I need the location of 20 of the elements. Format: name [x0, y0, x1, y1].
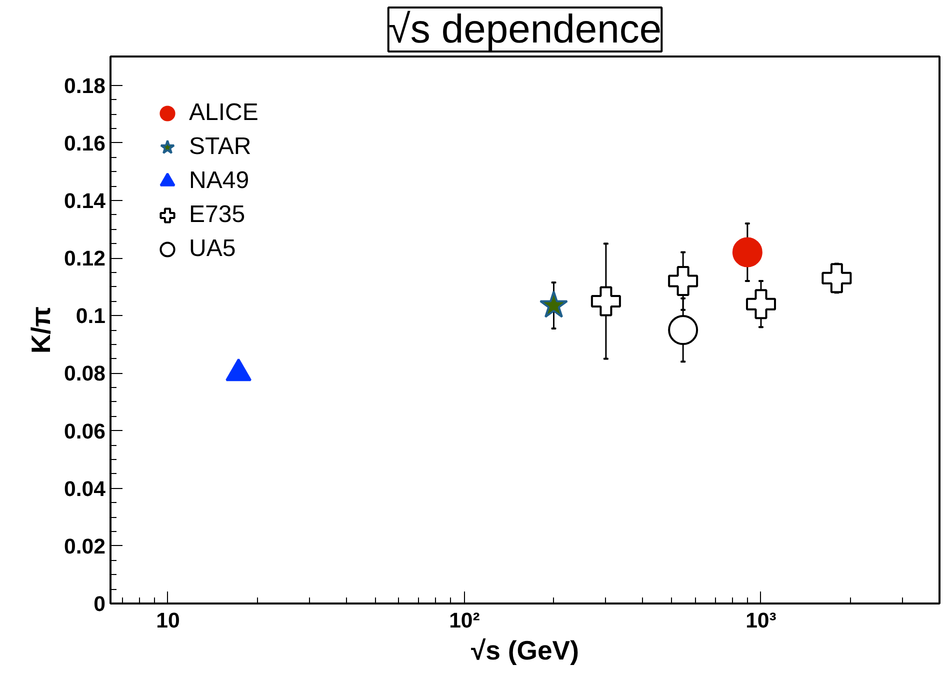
y-tick-label: 0.18	[64, 74, 106, 98]
legend-label: NA49	[189, 167, 250, 195]
y-tick-label: 0	[94, 592, 106, 616]
y-tick-label: 0.12	[64, 246, 106, 271]
y-axis-title: K/π	[26, 306, 56, 354]
legend-label: STAR	[189, 133, 252, 161]
y-tick-label: 0.06	[64, 419, 106, 444]
legend-label: ALICE	[189, 99, 258, 127]
y-tick-label: 0.14	[64, 188, 106, 213]
x-axis-title: √s (GeV)	[471, 636, 579, 666]
y-tick-label: 0.08	[64, 362, 106, 386]
x-tick-label: 10³	[746, 608, 776, 632]
x-tick-label: 10²	[449, 608, 480, 632]
x-tick-label: 10	[156, 608, 180, 632]
legend-label: E735	[189, 201, 246, 229]
y-tick-label: 0.16	[64, 131, 106, 156]
y-tick-label: 0.02	[64, 534, 106, 558]
legend-label: UA5	[189, 235, 236, 263]
y-tick-label: 0.1	[76, 304, 106, 328]
y-tick-label: 0.04	[64, 476, 106, 501]
